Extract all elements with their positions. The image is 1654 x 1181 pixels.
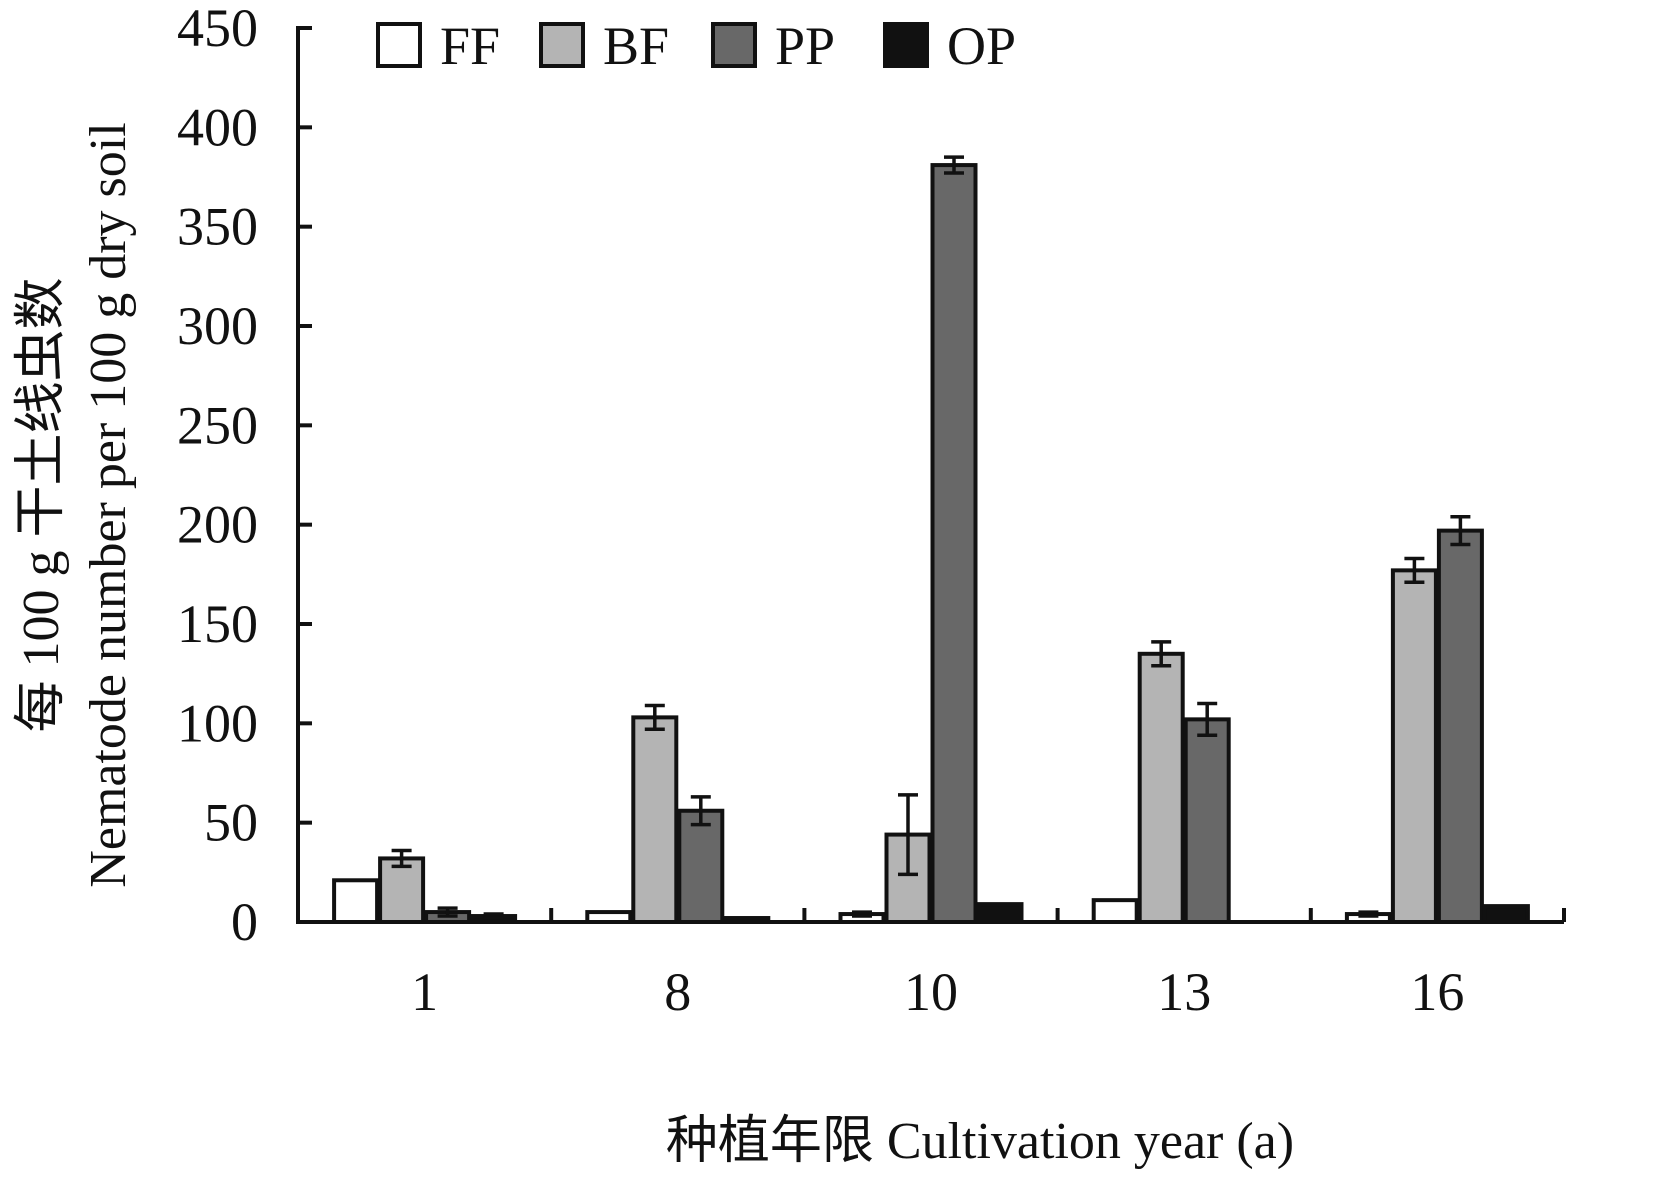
x-tick-label-1: 1 xyxy=(411,962,438,1022)
error-bar-pp-13 xyxy=(1197,701,1218,738)
y-tick-label-350: 350 xyxy=(177,197,258,257)
y-tick-label-400: 400 xyxy=(177,97,258,157)
y-tick-label-100: 100 xyxy=(177,693,258,753)
y-tick-label-150: 150 xyxy=(177,594,258,654)
bar-pp-8 xyxy=(677,808,725,924)
legend-swatch-ff xyxy=(376,22,422,68)
y-axis-title-en: Nematode number per 100 g dry soil xyxy=(80,122,137,887)
x-tick-label-13: 13 xyxy=(1157,962,1211,1022)
bar-op-16 xyxy=(1482,904,1530,925)
x-tick-label-10: 10 xyxy=(904,962,958,1022)
error-bar-op-1 xyxy=(483,912,504,920)
y-tick-label-50: 50 xyxy=(204,793,258,853)
y-axis-title-cn: 每 100 g 干土线虫数 xyxy=(13,277,70,732)
x-tick-label-16: 16 xyxy=(1410,962,1464,1022)
error-bar-bf-13 xyxy=(1151,640,1172,668)
legend-item-bf: BF xyxy=(539,16,669,76)
y-tick-label-300: 300 xyxy=(177,296,258,356)
error-bar-pp-1 xyxy=(437,906,458,918)
x-axis-title: 种植年限 Cultivation year (a) xyxy=(666,1113,1294,1170)
bar-ff-1 xyxy=(332,878,380,925)
legend-swatch-pp xyxy=(711,22,757,68)
bar-bf-1 xyxy=(378,856,426,925)
x-axis: 1 8 10 13 16 xyxy=(296,908,1566,1022)
error-bar-bf-10 xyxy=(898,793,918,877)
series-pp xyxy=(424,155,1484,924)
legend-item-op: OP xyxy=(883,16,1016,76)
legend-item-pp: PP xyxy=(711,16,835,76)
y-axis: 0 50 100 150 200 250 300 350 400 450 xyxy=(177,0,312,952)
error-bar-pp-10 xyxy=(944,155,964,175)
bar-bf-16 xyxy=(1390,568,1438,924)
legend: FF BF PP OP xyxy=(376,16,1016,76)
error-bar-pp-16 xyxy=(1450,514,1471,547)
legend-swatch-op xyxy=(883,22,929,68)
y-tick-label-200: 200 xyxy=(177,495,258,555)
error-bar-ff-10 xyxy=(852,910,872,918)
error-bar-bf-16 xyxy=(1404,556,1425,585)
series-bf xyxy=(378,556,1438,925)
legend-item-ff: FF xyxy=(376,16,500,76)
bar-bf-8 xyxy=(631,715,679,925)
bar-pp-13 xyxy=(1183,717,1231,924)
legend-label-ff: FF xyxy=(440,16,500,76)
legend-label-op: OP xyxy=(947,16,1016,76)
bar-op-10 xyxy=(976,902,1024,924)
bar-ff-13 xyxy=(1091,898,1139,924)
legend-swatch-bf xyxy=(539,22,585,68)
legend-label-pp: PP xyxy=(775,16,835,76)
y-tick-label-0: 0 xyxy=(231,892,258,952)
bar-bf-13 xyxy=(1137,651,1185,924)
bar-pp-16 xyxy=(1436,528,1484,924)
plot-area xyxy=(332,155,1530,925)
error-bar-pp-8 xyxy=(690,795,711,827)
legend-label-bf: BF xyxy=(603,16,669,76)
x-tick-label-8: 8 xyxy=(664,962,691,1022)
error-bar-bf-1 xyxy=(391,848,412,869)
y-tick-label-450: 450 xyxy=(177,0,258,58)
error-bar-bf-8 xyxy=(644,703,665,732)
error-bar-ff-16 xyxy=(1358,910,1379,918)
y-tick-label-250: 250 xyxy=(177,395,258,455)
bar-pp-10 xyxy=(930,163,978,924)
